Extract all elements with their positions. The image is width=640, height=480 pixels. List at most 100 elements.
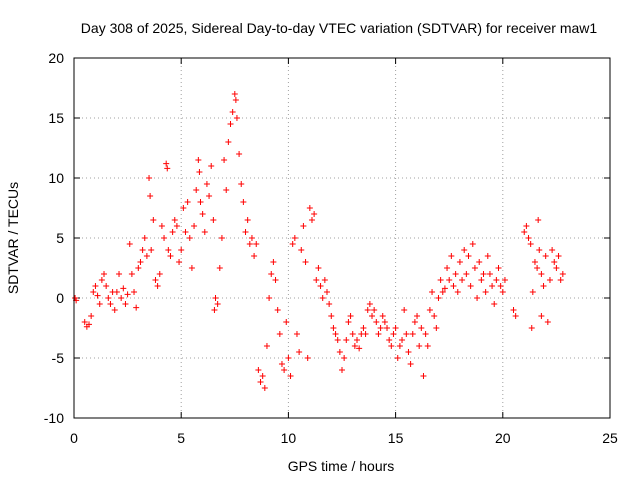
data-point: [478, 277, 485, 283]
x-tick-label: 10: [281, 430, 297, 446]
data-point: [263, 343, 270, 349]
data-point: [137, 259, 144, 265]
data-point: [274, 307, 281, 313]
data-point: [158, 223, 165, 229]
data-point: [431, 313, 438, 319]
data-point: [191, 223, 198, 229]
data-point: [208, 163, 215, 169]
data-point: [107, 301, 114, 307]
data-point: [120, 285, 127, 292]
data-point: [293, 331, 300, 337]
data-point: [253, 241, 260, 247]
data-point: [131, 289, 138, 295]
data-point: [420, 373, 427, 379]
data-point: [206, 193, 213, 199]
data-point: [150, 217, 157, 223]
data-point: [529, 289, 536, 295]
data-point: [486, 271, 493, 277]
data-point: [176, 259, 183, 265]
data-point: [538, 271, 545, 277]
plot-frame: [73, 57, 611, 419]
data-point: [399, 337, 406, 343]
data-point: [542, 253, 549, 259]
data-point: [435, 295, 442, 301]
data-point: [321, 277, 328, 283]
data-point: [409, 331, 416, 337]
data-point: [148, 247, 155, 253]
data-point: [551, 259, 558, 265]
data-point: [467, 283, 474, 289]
data-point: [317, 283, 324, 289]
data-point: [291, 235, 298, 241]
data-point: [86, 321, 93, 328]
x-tick-label: 5: [177, 430, 185, 446]
data-point: [248, 235, 255, 241]
data-point: [169, 229, 176, 235]
data-point: [471, 265, 478, 271]
data-point: [523, 223, 530, 229]
data-point: [418, 325, 425, 331]
data-point: [452, 271, 459, 277]
data-point: [366, 301, 373, 307]
data-point: [188, 265, 195, 271]
data-point: [354, 337, 361, 343]
x-tick-label: 25: [602, 430, 618, 446]
data-point: [223, 187, 230, 193]
data-point: [116, 271, 123, 277]
data-point: [390, 331, 397, 337]
data-point: [221, 157, 228, 163]
data-point: [326, 301, 333, 307]
data-point: [193, 187, 200, 193]
data-point: [165, 247, 172, 253]
data-point: [469, 241, 476, 247]
data-point: [180, 205, 187, 211]
data-point: [296, 349, 303, 355]
axis-ticks: 0 5 10 15 20 25 -10 -5 0 5 10 15 20: [44, 50, 618, 446]
data-point: [304, 355, 311, 361]
data-point: [289, 241, 296, 247]
data-point: [429, 289, 436, 295]
y-tick-label: 20: [48, 50, 64, 66]
data-point: [433, 325, 440, 331]
data-point: [336, 349, 343, 355]
data-point: [371, 307, 378, 313]
data-point: [98, 277, 105, 283]
data-point: [364, 307, 371, 313]
data-point: [306, 205, 313, 211]
data-point: [375, 331, 382, 337]
data-point: [534, 265, 541, 271]
data-point: [323, 289, 330, 295]
data-point: [244, 217, 251, 223]
data-point: [135, 265, 142, 271]
data-point: [536, 247, 543, 253]
data-point: [146, 175, 153, 181]
data-point: [332, 331, 339, 337]
data-point: [103, 283, 110, 289]
data-point: [133, 304, 140, 311]
data-point: [229, 109, 236, 115]
data-point: [557, 277, 564, 283]
data-point: [122, 301, 129, 307]
data-point: [328, 313, 335, 319]
data-point: [313, 277, 320, 283]
data-point: [491, 301, 498, 307]
data-point: [424, 343, 431, 349]
data-point: [283, 319, 290, 325]
data-point: [379, 313, 386, 319]
data-point: [261, 385, 268, 391]
data-point: [373, 319, 380, 325]
data-point: [232, 97, 239, 103]
data-point: [535, 217, 542, 223]
data-point: [531, 259, 538, 265]
data-point: [401, 307, 408, 313]
data-point: [240, 199, 247, 205]
data-point: [396, 343, 403, 349]
data-point: [300, 223, 307, 229]
data-point: [512, 313, 519, 319]
data-point: [111, 307, 118, 313]
data-point: [154, 283, 161, 289]
data-point: [231, 91, 238, 97]
data-point: [330, 325, 337, 331]
data-point: [474, 295, 481, 301]
data-point: [184, 199, 191, 205]
